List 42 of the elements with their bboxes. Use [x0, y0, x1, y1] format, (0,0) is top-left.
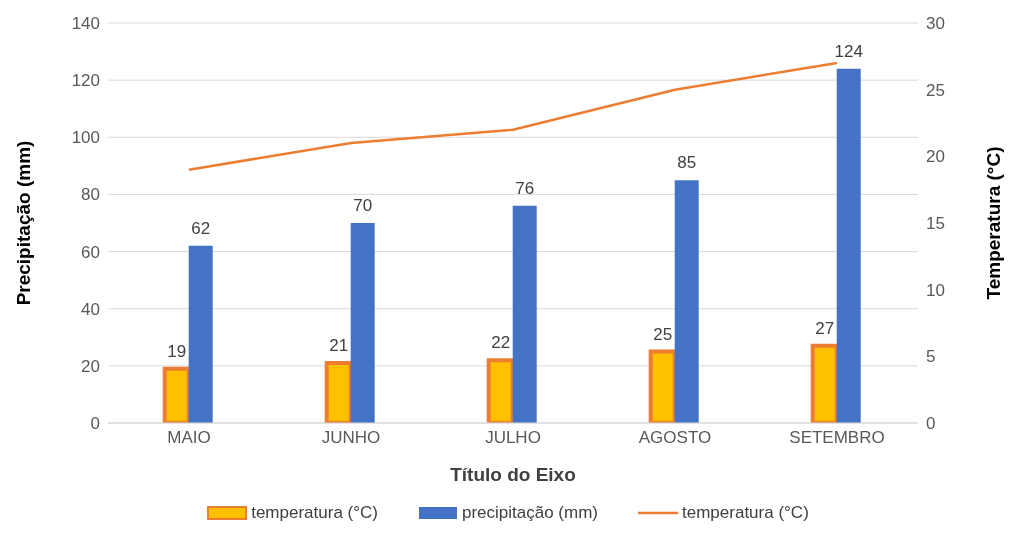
y2-tick-label: 30	[926, 14, 945, 34]
bar	[512, 205, 537, 423]
data-label: 27	[815, 318, 835, 338]
y2-tick-label: 15	[926, 214, 945, 234]
bar	[188, 245, 213, 423]
x-tick-label: JULHO	[485, 428, 541, 448]
bar	[836, 68, 861, 423]
y-tick-label: 0	[90, 414, 100, 434]
y-tick-label: 20	[81, 356, 100, 376]
y2-tick-label: 5	[926, 347, 936, 367]
legend-label: temperatura (°C)	[251, 503, 378, 523]
y-tick-label: 120	[71, 71, 100, 91]
bar	[674, 180, 699, 423]
y2-tick-label: 0	[926, 414, 936, 434]
y-tick-label: 80	[81, 185, 100, 205]
y-tick-label: 140	[71, 14, 100, 34]
y-tick-label: 100	[71, 128, 100, 148]
y-tick-label: 40	[81, 299, 100, 319]
data-label: 62	[191, 218, 211, 238]
y2-tick-label: 25	[926, 80, 945, 100]
y2-tick-label: 10	[926, 280, 945, 300]
line-series	[187, 61, 839, 171]
data-label: 19	[167, 341, 187, 361]
data-label: 25	[653, 324, 673, 344]
legend-label: temperatura (°C)	[682, 503, 809, 523]
data-label: 21	[329, 336, 349, 355]
x-tick-label: AGOSTO	[638, 428, 712, 448]
data-label: 124	[834, 41, 863, 61]
x-tick-label: SETEMBRO	[789, 428, 885, 448]
y2-axis-title: Temperatura (°C)	[982, 146, 1004, 300]
x-tick-label: MAIO	[167, 428, 211, 448]
y-axis-title: Precipitação (mm)	[12, 140, 34, 306]
data-label: 76	[515, 178, 535, 198]
bar	[350, 223, 375, 423]
data-label: 22	[491, 333, 511, 353]
data-label: 85	[677, 153, 697, 173]
x-axis-title: Título do Eixo	[450, 464, 576, 485]
y2-tick-label: 20	[926, 147, 945, 167]
legend-label: precipitação (mm)	[461, 503, 599, 523]
x-tick-label: JUNHO	[321, 428, 381, 448]
y-tick-label: 60	[81, 242, 100, 262]
data-label: 70	[353, 196, 373, 215]
